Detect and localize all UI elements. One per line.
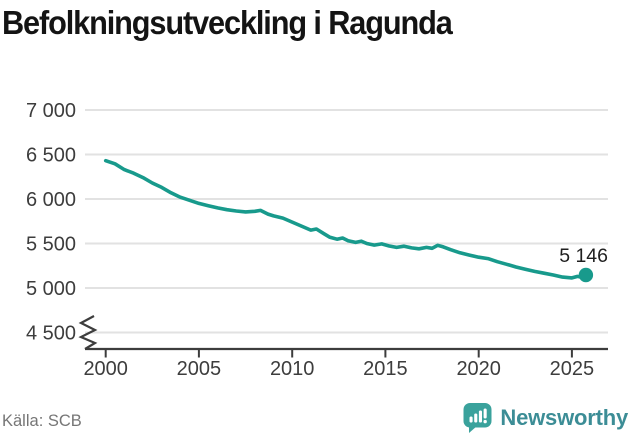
population-line-chart: 7 000 6 500 6 000 5 500 5 000 4 500 2000 2005 20… [26, 100, 608, 380]
y-tick-label: 6 000 [26, 189, 76, 211]
x-tick-label: 2010 [270, 358, 315, 380]
newsworthy-wordmark: Newsworthy [500, 404, 628, 430]
y-tick-label: 4 500 [26, 323, 76, 345]
axis-break-icon [78, 315, 98, 350]
x-tick-label: 2005 [177, 358, 222, 380]
x-tick-label: 2020 [456, 358, 501, 380]
newsworthy-speech-bubble-bar-chart-icon [463, 403, 492, 433]
x-tick-label: 2015 [363, 358, 408, 380]
x-tick-label: 2025 [550, 358, 595, 380]
y-tick-label: 6 500 [26, 145, 76, 167]
end-value-label: 5 146 [559, 245, 608, 267]
population-data-line [103, 158, 588, 280]
source-label: Källa: SCB [2, 412, 82, 430]
page-title: Befolkningsutveckling i Ragunda [2, 4, 453, 41]
y-tick-label: 5 000 [26, 278, 76, 300]
end-point-dot [578, 267, 594, 283]
x-tick-label: 2000 [83, 358, 128, 380]
y-tick-label: 5 500 [26, 234, 76, 256]
newsworthy-brand: Newsworthy [462, 402, 628, 433]
y-tick-label: 7 000 [26, 100, 76, 122]
